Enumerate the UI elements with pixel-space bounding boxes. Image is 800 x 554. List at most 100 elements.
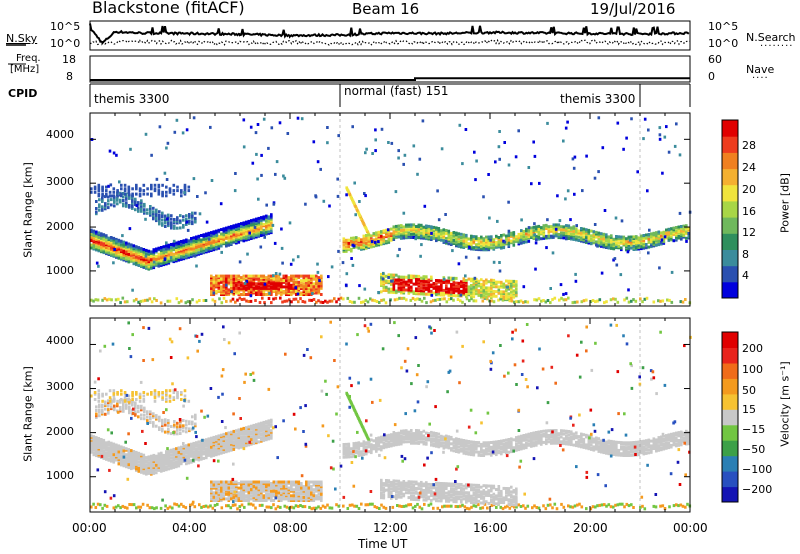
power-echo-cell: [520, 229, 523, 233]
power-echo-cell: [440, 285, 443, 289]
power-echo-cell: [402, 162, 405, 166]
power-echo-cell: [445, 292, 448, 296]
power-echo-cell: [182, 254, 186, 258]
velocity-echo-cell: [155, 471, 158, 475]
power-echo-cell: [146, 187, 149, 191]
power-echo-cell: [297, 300, 300, 304]
power-echo-cell: [243, 297, 246, 301]
power-echo-cell: [682, 232, 686, 236]
power-echo-cell: [389, 298, 392, 302]
power-echo-cell: [549, 287, 552, 290]
power-echo-cell: [665, 231, 668, 235]
power-echo-cell: [610, 243, 613, 247]
power-echo-cell: [128, 196, 131, 200]
power-echo-cell: [120, 194, 123, 198]
velocity-echo-cell: [222, 488, 226, 492]
power-echo-cell: [285, 279, 288, 283]
power-echo-cell: [600, 236, 603, 240]
power-echo-cell: [447, 290, 451, 294]
power-echo-cell: [462, 285, 466, 289]
velocity-echo-cell: [153, 399, 157, 403]
power-echo-cell: [362, 237, 366, 241]
power-echo-cell: [170, 214, 173, 218]
power-echo-cell: [137, 264, 141, 267]
power-echo-cell: [153, 189, 157, 193]
power-echo-cell: [351, 125, 354, 129]
power-echo-cell: [277, 290, 281, 293]
power-echo-cell: [451, 249, 454, 253]
power-echo-cell: [500, 240, 503, 244]
power-echo-cell: [472, 238, 476, 242]
power-echo-cell: [95, 245, 98, 249]
power-echo-cell: [650, 238, 653, 242]
power-echo-cell: [657, 232, 661, 236]
power-echo-cell: [540, 232, 543, 236]
power-echo-cell: [237, 280, 241, 284]
power-echo-cell: [440, 293, 443, 297]
power-echo-cell: [460, 243, 463, 247]
power-echo-cell: [308, 298, 311, 302]
velocity-echo-cell: [134, 413, 137, 417]
power-echo-cell: [558, 298, 561, 302]
power-echo-cell: [397, 229, 401, 233]
power-echo-cell: [128, 204, 131, 207]
power-echo-cell: [215, 233, 219, 237]
power-echo-cell: [430, 291, 433, 295]
power-echo-cell: [490, 288, 493, 292]
power-echo-cell: [435, 293, 438, 297]
power-echo-cell: [245, 279, 249, 283]
power-echo-cell: [345, 272, 349, 276]
power-echo-cell: [415, 226, 418, 230]
power-echo-cell: [220, 285, 223, 289]
power-echo-cell: [512, 279, 516, 283]
power-echo-cell: [512, 231, 516, 235]
power-echo-cell: [425, 280, 428, 284]
power-echo-cell: [256, 177, 259, 181]
power-echo-cell: [143, 209, 146, 213]
power-echo-cell: [237, 277, 241, 281]
power-echo-cell: [274, 296, 278, 300]
velocity-echo-cell: [257, 422, 261, 426]
power-echo-cell: [270, 290, 273, 293]
power-echo-cell: [287, 276, 291, 280]
power-echo-cell: [569, 218, 572, 222]
date-label: 19/Jul/2016: [590, 0, 676, 18]
power-echo-cell: [587, 238, 591, 242]
velocity-echo-cell: [90, 394, 93, 398]
velocity-echo-cell: [230, 430, 233, 434]
power-echo-cell: [457, 243, 461, 247]
power-echo-cell: [472, 285, 476, 289]
power-echo-cell: [570, 234, 573, 238]
power-echo-cell: [447, 242, 451, 246]
power-echo-cell: [580, 238, 583, 241]
power-echo-cell: [600, 240, 603, 244]
velocity-echo-cell: [165, 465, 168, 469]
power-echo-cell: [615, 263, 619, 267]
power-echo-cell: [97, 189, 101, 193]
velocity-echo-cell: [137, 460, 141, 464]
power-echo-cell: [460, 283, 463, 287]
power-echo-cell: [168, 190, 172, 194]
velocity-echo-cell: [147, 461, 151, 465]
power-echo-cell: [410, 276, 413, 280]
velocity-echo-cell: [112, 453, 116, 457]
power-echo-cell: [305, 283, 308, 287]
power-echo-cell: [630, 235, 633, 239]
velocity-echo-cell: [170, 459, 173, 463]
power-echo-cell: [250, 280, 253, 284]
power-echo-cell: [235, 277, 238, 281]
power-echo-cell: [232, 233, 236, 237]
power-echo-cell: [230, 290, 234, 294]
power-echo-cell: [260, 231, 263, 235]
power-echo-cell: [422, 287, 426, 291]
power-echo-cell: [157, 185, 161, 189]
power-echo-cell: [510, 231, 513, 235]
power-echo-cell: [150, 185, 153, 189]
velocity-echo-cell: [255, 430, 258, 434]
power-echo-cell: [262, 215, 266, 219]
power-echo-cell: [275, 290, 278, 293]
power-echo-cell: [255, 277, 258, 281]
velocity-echo-cell: [194, 413, 197, 417]
power-echo-cell: [292, 258, 295, 262]
nsky-label: N.Sky: [6, 32, 38, 45]
